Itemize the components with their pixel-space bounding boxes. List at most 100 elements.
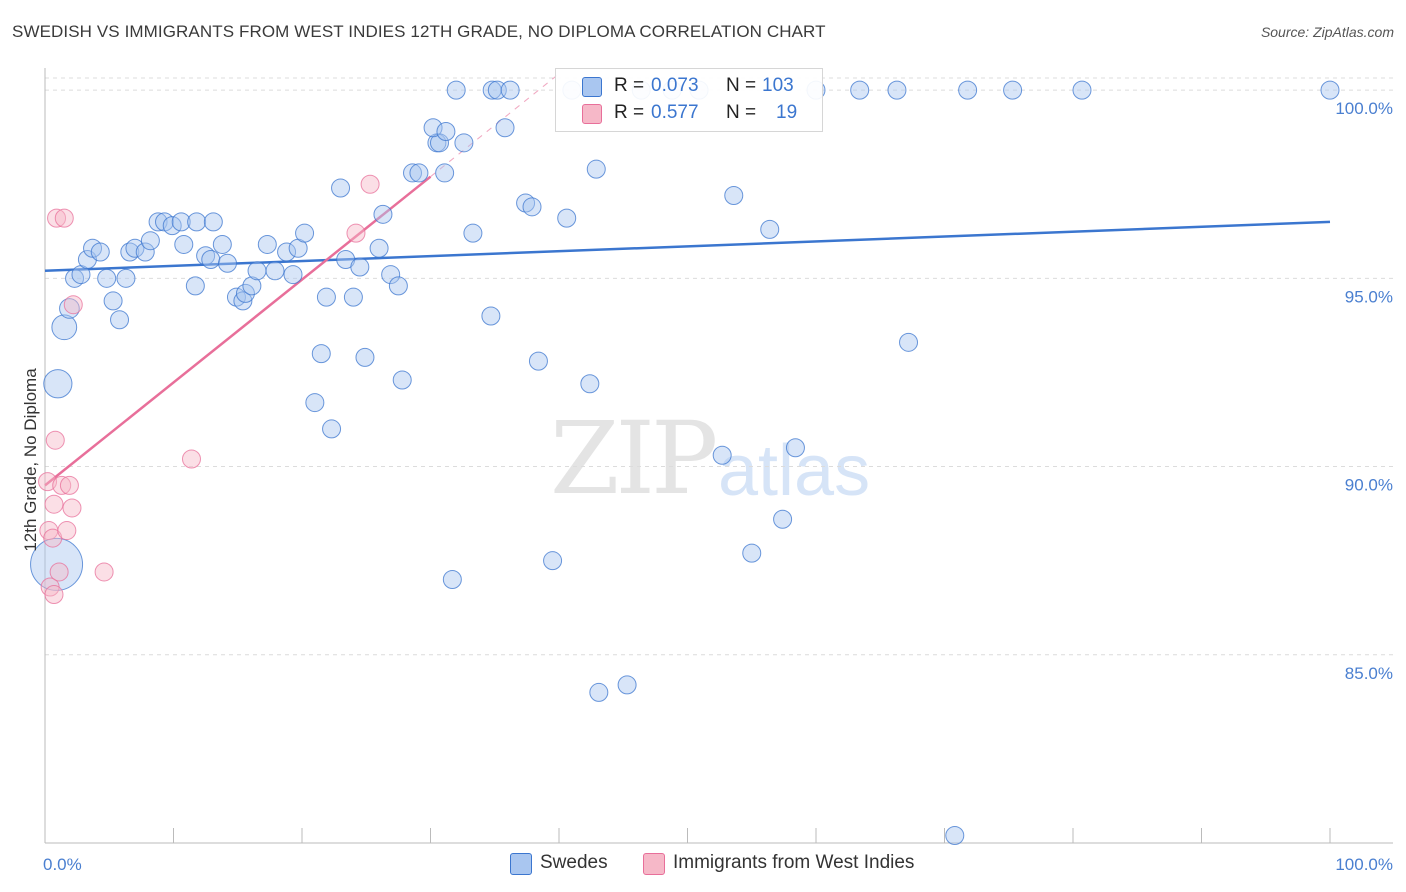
point-swedes xyxy=(305,393,325,413)
point-swedes xyxy=(423,118,443,138)
y-tick-label: 85.0% xyxy=(1345,664,1393,683)
point-swedes xyxy=(409,163,429,183)
point-swedes xyxy=(65,268,85,288)
point-swedes xyxy=(97,268,117,288)
point-west-indies xyxy=(360,174,380,194)
point-swedes xyxy=(887,80,907,100)
point-swedes xyxy=(435,163,455,183)
legend-label-swedes: Swedes xyxy=(540,852,608,873)
x-tick-label: 0.0% xyxy=(43,855,82,874)
point-west-indies xyxy=(62,498,82,518)
legend-n-value: 103 xyxy=(762,75,794,96)
legend-row-west-indies: R = 0.577 N = 19 xyxy=(556,100,822,126)
legend-swatch-swedes xyxy=(510,853,532,875)
point-swedes xyxy=(1072,80,1092,100)
watermark-atlas: atlas xyxy=(718,431,871,511)
point-swedes xyxy=(495,118,515,138)
point-swedes xyxy=(217,253,237,273)
point-swedes xyxy=(148,212,168,232)
point-swedes xyxy=(125,238,145,258)
point-swedes xyxy=(201,250,221,270)
legend-swatch-west-indies xyxy=(582,104,602,124)
chart-title: SWEDISH VS IMMIGRANTS FROM WEST INDIES 1… xyxy=(12,22,826,41)
legend-swatch-west-indies xyxy=(643,853,665,875)
legend-n-label: N = xyxy=(726,102,757,123)
point-swedes xyxy=(516,193,536,213)
data-points xyxy=(30,80,1340,845)
point-swedes xyxy=(392,370,412,390)
point-west-indies xyxy=(54,208,74,228)
y-tick-label: 95.0% xyxy=(1345,287,1393,306)
point-swedes xyxy=(463,223,483,243)
point-swedes xyxy=(712,445,732,465)
point-west-indies xyxy=(346,223,366,243)
point-swedes xyxy=(247,261,267,281)
point-swedes xyxy=(90,242,110,262)
point-swedes xyxy=(233,291,253,311)
point-swedes xyxy=(436,122,456,142)
point-swedes xyxy=(187,212,207,232)
trendline-west-indies xyxy=(44,175,432,487)
point-swedes xyxy=(446,80,466,100)
chart-source: Source: ZipAtlas.com xyxy=(1260,24,1394,40)
point-swedes xyxy=(580,374,600,394)
point-swedes xyxy=(945,825,965,845)
point-swedes xyxy=(257,234,277,254)
point-swedes xyxy=(196,246,216,266)
point-swedes xyxy=(316,287,336,307)
y-tick-label: 90.0% xyxy=(1345,476,1393,495)
point-swedes xyxy=(295,223,315,243)
point-west-indies xyxy=(49,562,69,582)
legend-label-west-indies: Immigrants from West Indies xyxy=(673,852,915,873)
point-swedes xyxy=(1320,80,1340,100)
point-swedes xyxy=(557,208,577,228)
trendline-west-indies-extension xyxy=(430,73,560,178)
point-swedes xyxy=(589,682,609,702)
point-swedes xyxy=(171,212,191,232)
point-swedes xyxy=(958,80,978,100)
point-swedes xyxy=(742,543,762,563)
x-tick-label: 100.0% xyxy=(1335,855,1393,874)
y-axis-label: 12th Grade, No Diploma xyxy=(21,368,40,552)
legend-row-swedes: R = 0.073 N = 103 xyxy=(556,73,822,99)
point-swedes xyxy=(454,133,474,153)
point-swedes xyxy=(343,287,363,307)
legend-r-value: 0.073 xyxy=(651,75,699,96)
watermark-zip: ZIP xyxy=(550,400,718,517)
point-west-indies xyxy=(94,562,114,582)
point-west-indies xyxy=(59,475,79,495)
point-swedes xyxy=(388,276,408,296)
point-west-indies xyxy=(38,472,58,492)
point-swedes xyxy=(617,675,637,695)
point-swedes xyxy=(785,438,805,458)
point-swedes xyxy=(322,419,342,439)
point-swedes xyxy=(265,261,285,281)
legend-correlation: R = 0.073 N = 103 R = 0.577 N = 19 xyxy=(555,68,823,132)
point-swedes xyxy=(116,268,136,288)
point-swedes xyxy=(522,197,542,217)
point-swedes xyxy=(773,509,793,529)
point-west-indies xyxy=(52,475,72,495)
point-swedes xyxy=(724,186,744,206)
point-swedes xyxy=(355,347,375,367)
point-swedes xyxy=(403,163,423,183)
point-swedes xyxy=(381,265,401,285)
tick-labels: 85.0% 90.0% 95.0% 100.0% 0.0% 100.0% xyxy=(43,99,1393,874)
point-swedes xyxy=(760,219,780,239)
point-swedes xyxy=(242,276,262,296)
point-swedes xyxy=(350,257,370,277)
point-swedes xyxy=(30,537,84,591)
point-west-indies xyxy=(63,295,83,315)
point-swedes xyxy=(283,265,303,285)
point-swedes xyxy=(212,234,232,254)
point-swedes xyxy=(140,231,160,251)
gridlines xyxy=(45,77,1393,656)
y-tick-label: 100.0% xyxy=(1335,99,1393,118)
point-swedes xyxy=(120,242,140,262)
point-swedes xyxy=(442,569,462,589)
point-west-indies xyxy=(57,521,77,541)
point-swedes xyxy=(235,283,255,303)
point-swedes xyxy=(135,242,155,262)
point-swedes xyxy=(1003,80,1023,100)
